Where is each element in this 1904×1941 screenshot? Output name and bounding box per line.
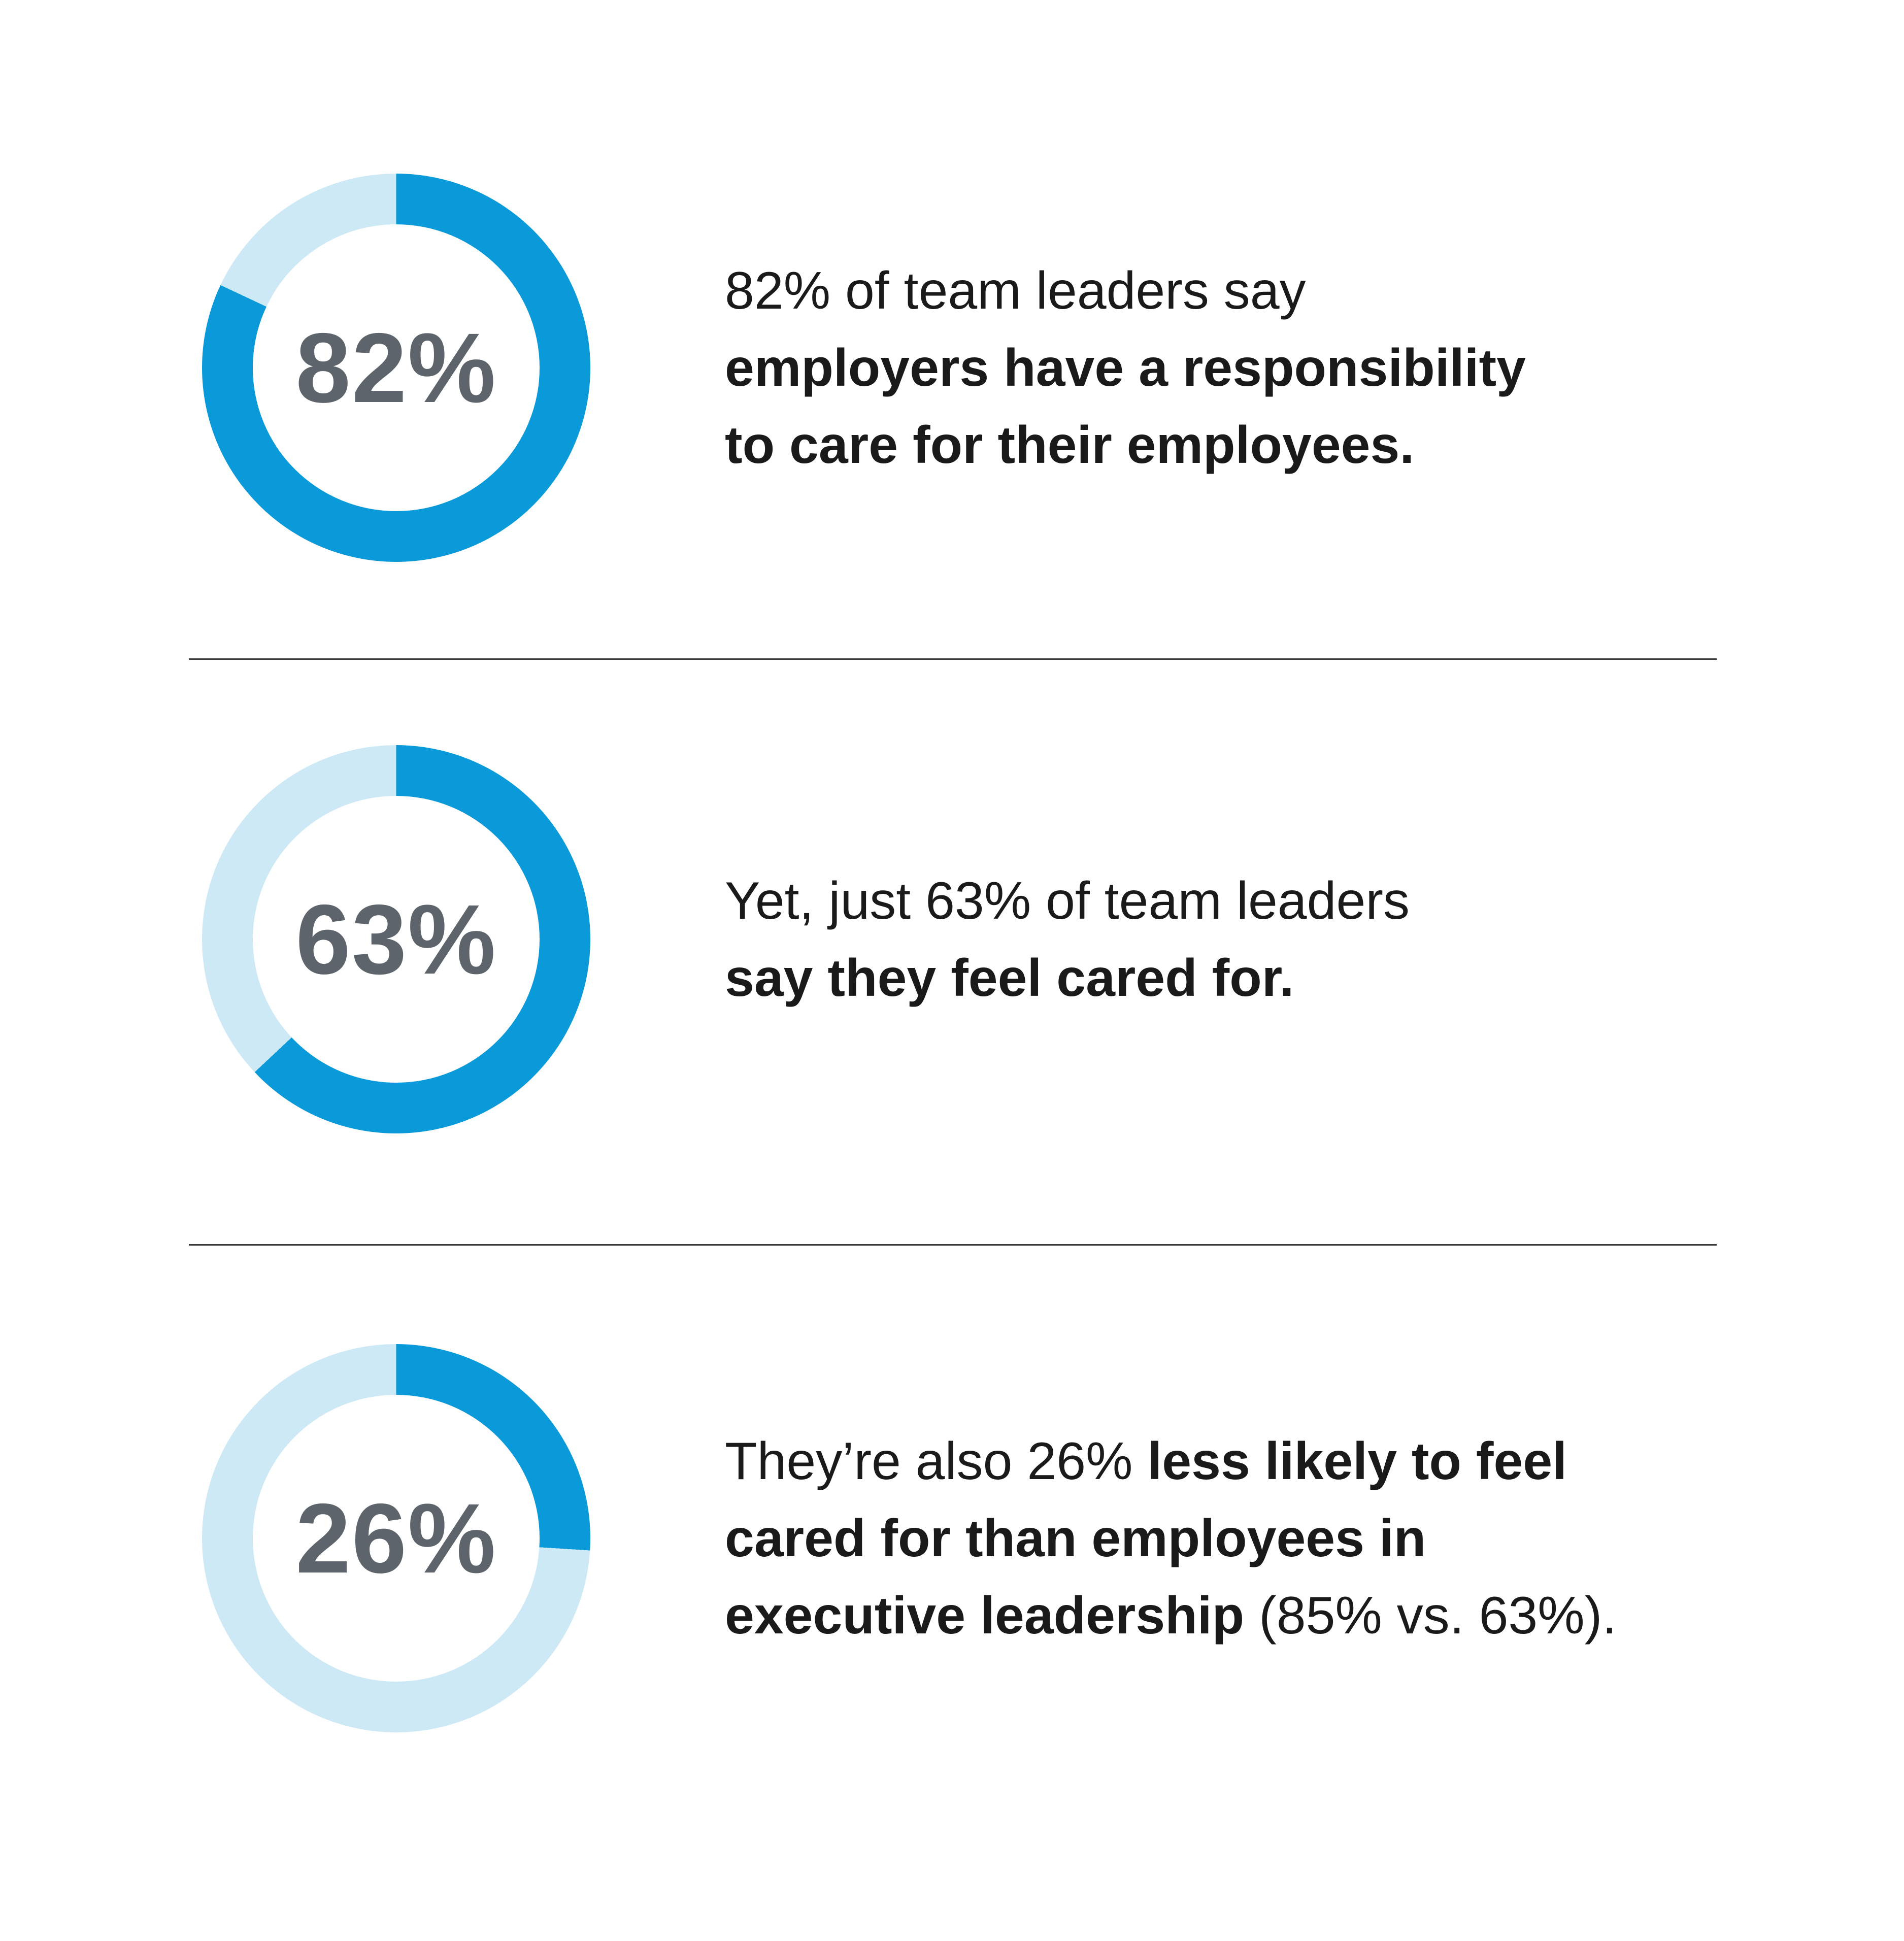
caption-line: to care for their employees. <box>725 407 1526 484</box>
donut-percent-label: 82% <box>295 312 497 423</box>
caption-segment: They’re also 26% <box>725 1431 1148 1491</box>
stat-caption: Yet, just 63% of team leaders say they fe… <box>725 862 1410 1017</box>
caption-segment: say they feel cared for. <box>725 948 1294 1008</box>
caption-segment: (85% vs. 63%). <box>1244 1586 1617 1645</box>
caption-line: Yet, just 63% of team leaders <box>725 862 1410 940</box>
donut-hole: 82% <box>253 224 540 511</box>
caption-segment: Yet, just 63% of team leaders <box>725 871 1410 930</box>
caption-line: executive leadership (85% vs. 63%). <box>725 1577 1617 1654</box>
stat-row: 63% Yet, just 63% of team leaders say the… <box>0 745 1904 1133</box>
caption-segment: employers have a responsibility <box>725 338 1526 397</box>
donut-hole: 26% <box>253 1395 540 1682</box>
stat-row: 26% They’re also 26% less likely to feel… <box>0 1344 1904 1732</box>
stat-caption: 82% of team leaders say employers have a … <box>725 252 1526 484</box>
caption-line: employers have a responsibility <box>725 329 1526 407</box>
stats-container: 82% 82% of team leaders say employers hav… <box>0 174 1904 1732</box>
caption-segment: executive leadership <box>725 1586 1245 1645</box>
caption-line: 82% of team leaders say <box>725 252 1526 329</box>
donut-percent-label: 63% <box>295 884 497 995</box>
caption-segment: 82% of team leaders say <box>725 261 1306 320</box>
stat-row: 82% 82% of team leaders say employers hav… <box>0 174 1904 562</box>
donut-percent-label: 26% <box>295 1483 497 1594</box>
caption-line: cared for than employees in <box>725 1500 1617 1577</box>
donut-hole: 63% <box>253 796 540 1083</box>
caption-segment: cared for than employees in <box>725 1509 1426 1568</box>
donut-chart-63: 63% <box>202 745 590 1133</box>
caption-segment: to care for their employees. <box>725 415 1415 475</box>
caption-line: say they feel cared for. <box>725 940 1410 1017</box>
section-divider <box>189 1244 1717 1246</box>
stat-caption: They’re also 26% less likely to feel care… <box>725 1423 1617 1654</box>
caption-line: They’re also 26% less likely to feel <box>725 1423 1617 1500</box>
caption-segment: less likely to feel <box>1147 1431 1567 1491</box>
donut-chart-26: 26% <box>202 1344 590 1732</box>
donut-chart-82: 82% <box>202 174 590 562</box>
section-divider <box>189 658 1717 660</box>
